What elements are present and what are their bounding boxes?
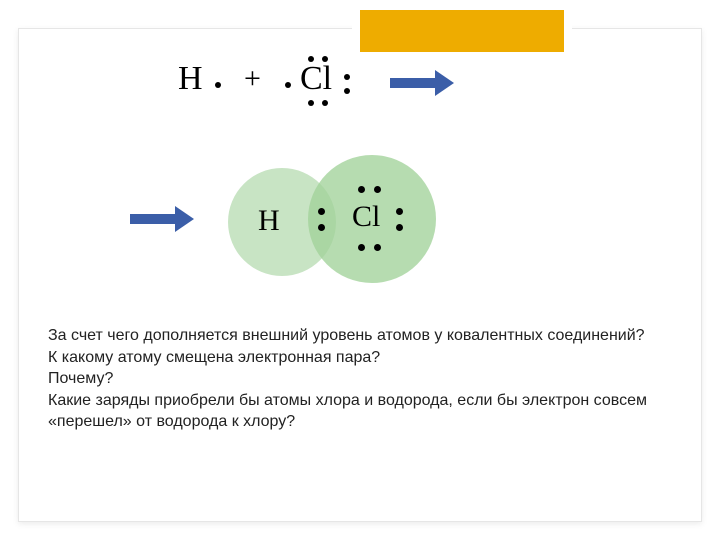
question-block: За счет чего дополняется внешний уровень… <box>48 325 668 433</box>
reaction-arrow-2 <box>130 210 220 228</box>
cl-lone-electron <box>358 244 365 251</box>
arrow-body <box>390 78 435 89</box>
cl-lone-electron <box>396 208 403 215</box>
cl-electron <box>308 100 314 106</box>
cl-electron <box>285 82 291 88</box>
bonded-cl-label: Cl <box>352 200 380 234</box>
plus-sign: + <box>244 62 261 96</box>
cl-electron <box>322 56 328 62</box>
cl-electron <box>308 56 314 62</box>
reaction-arrow-1 <box>390 74 480 92</box>
arrow-body <box>130 214 175 225</box>
question-1: За счет чего дополняется внешний уровень… <box>48 325 668 347</box>
atom-cl-label: Cl <box>300 60 332 98</box>
cl-electron <box>344 88 350 94</box>
cl-electron <box>322 100 328 106</box>
h-electron <box>215 82 221 88</box>
question-2: К какому атому смещена электронная пара? <box>48 347 668 369</box>
shared-electron <box>318 224 325 231</box>
question-4: Какие заряды приобрели бы атомы хлора и … <box>48 390 668 433</box>
arrow-head <box>435 70 454 96</box>
question-3: Почему? <box>48 368 668 390</box>
arrow-head <box>175 206 194 232</box>
cl-lone-electron <box>374 244 381 251</box>
cl-electron <box>344 74 350 80</box>
bonded-h-label: H <box>258 204 280 238</box>
accent-box <box>360 10 564 52</box>
cl-lone-electron <box>358 186 365 193</box>
cl-lone-electron <box>396 224 403 231</box>
lewis-diagram: H + Cl H Cl <box>60 60 660 305</box>
cl-lone-electron <box>374 186 381 193</box>
shared-electron <box>318 208 325 215</box>
atom-h-label: H <box>178 60 203 98</box>
